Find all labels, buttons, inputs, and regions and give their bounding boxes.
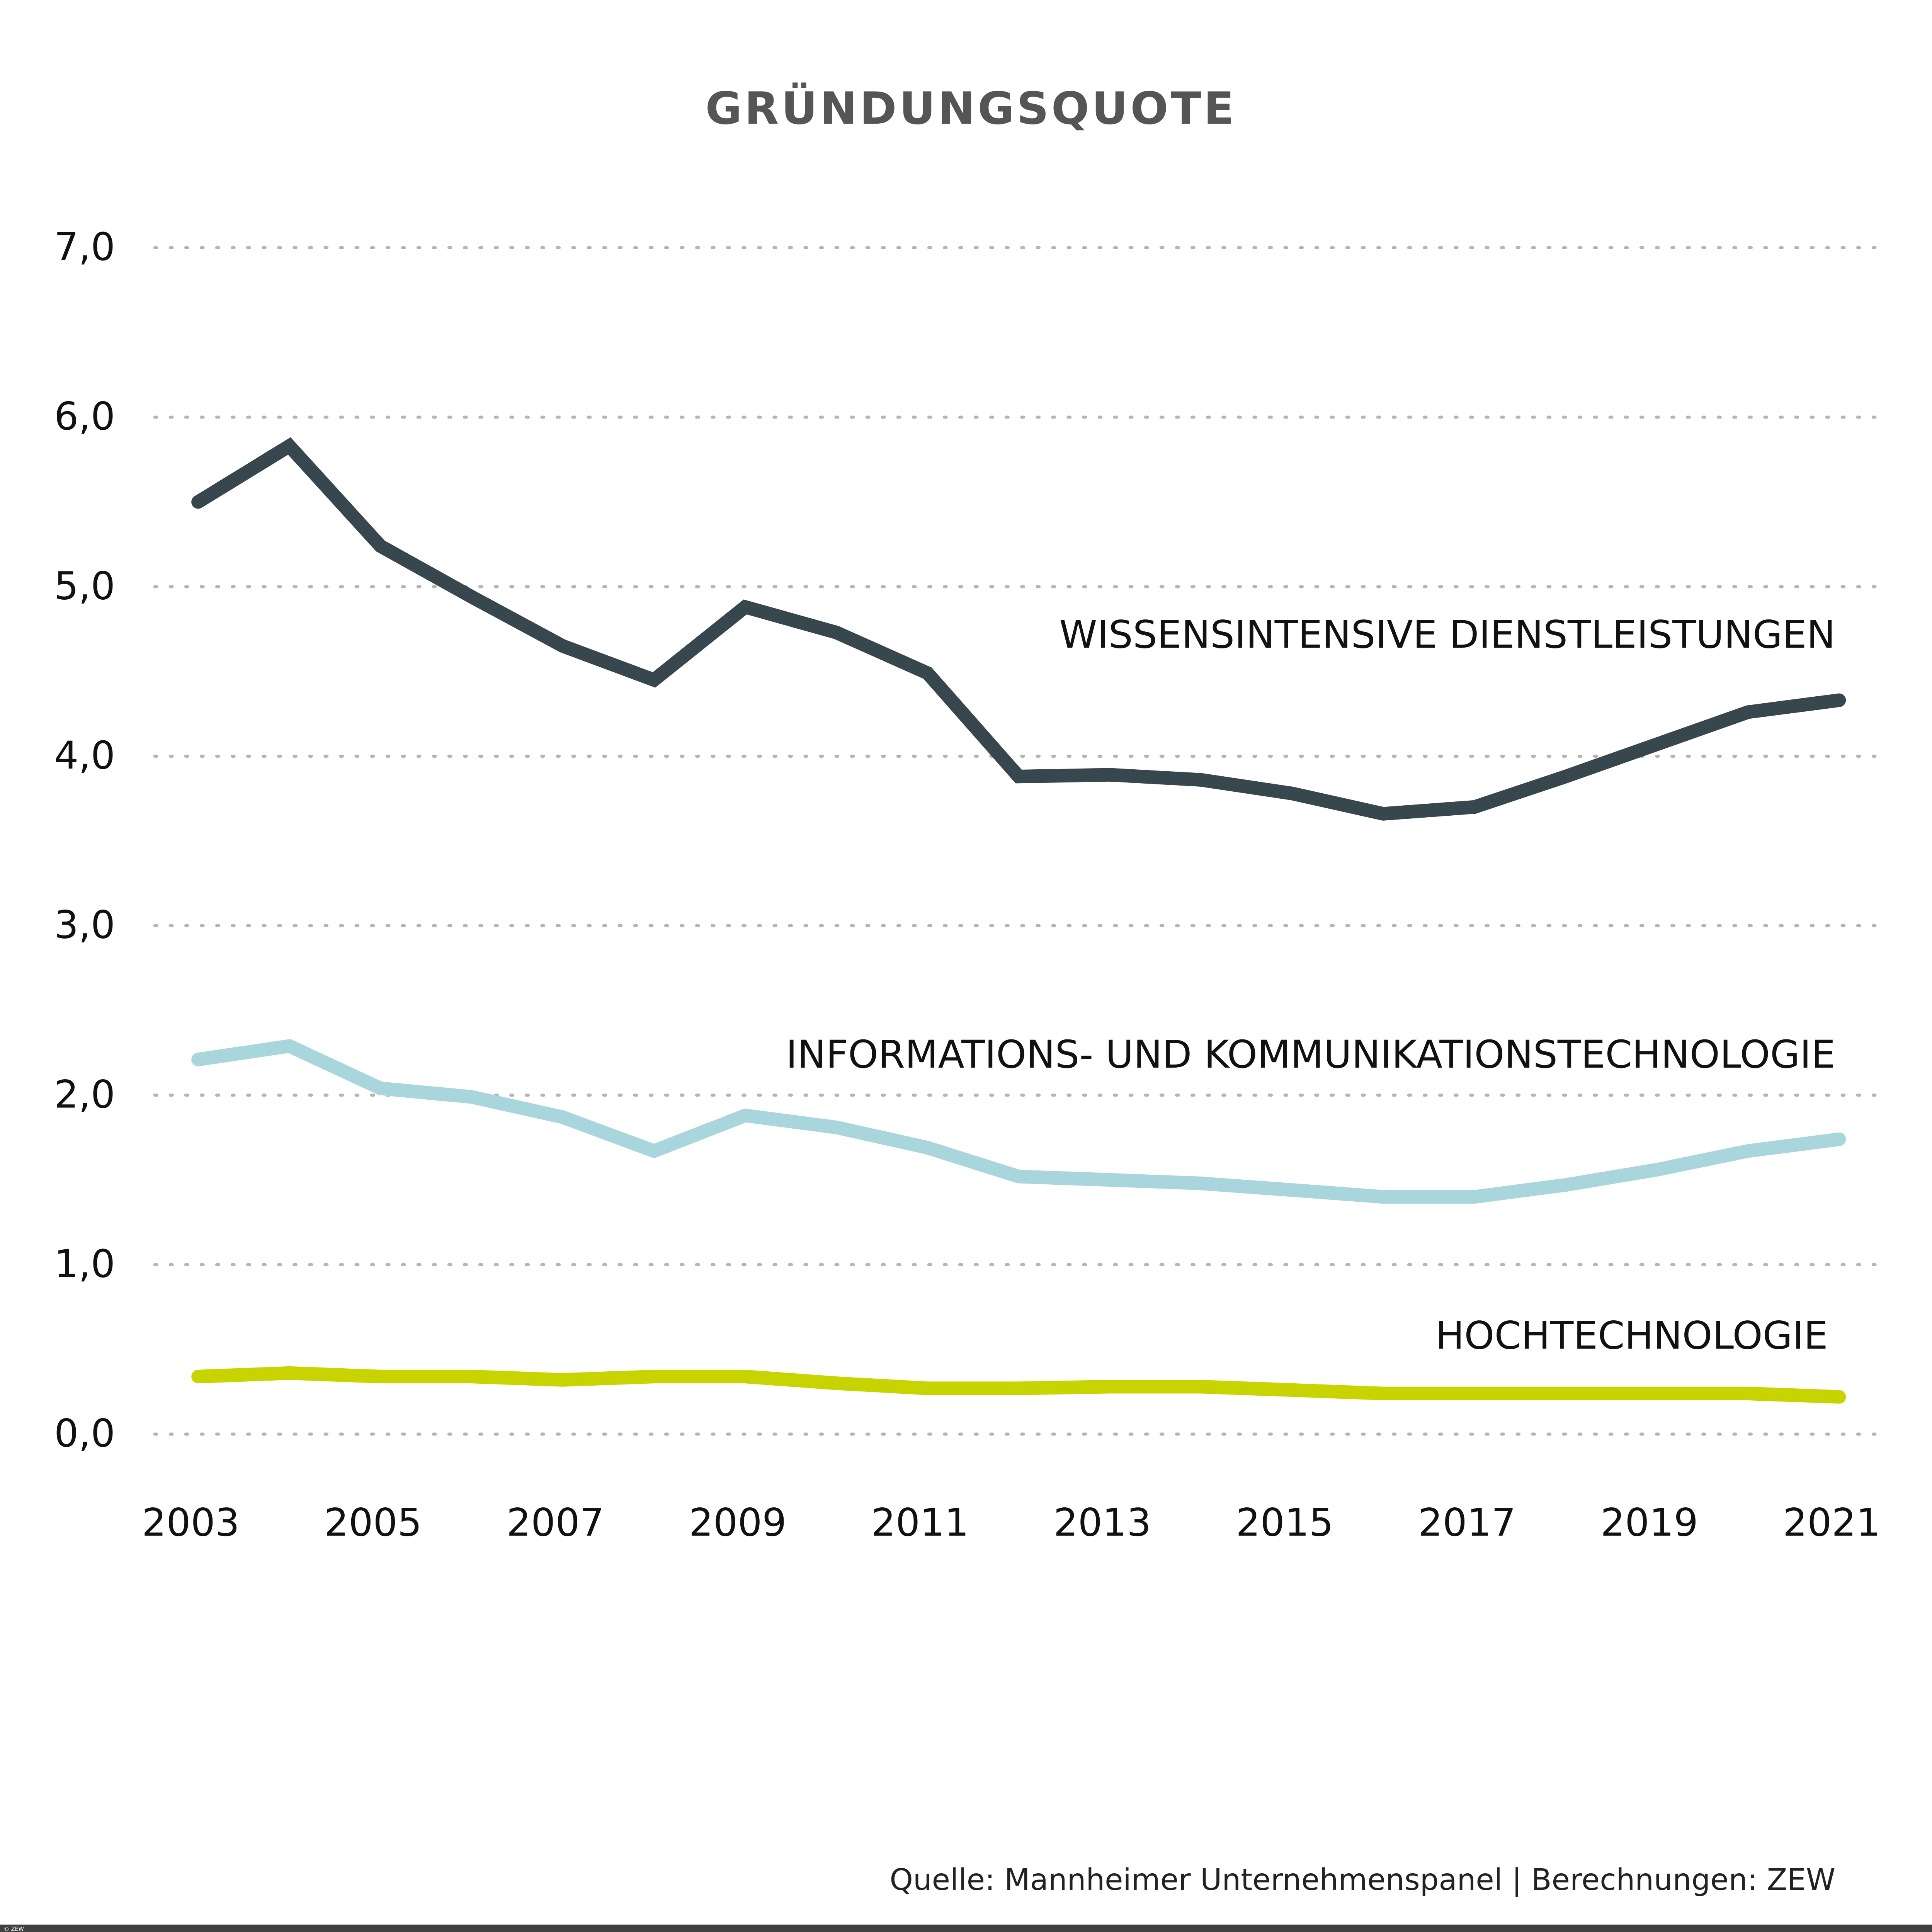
y-tick-label: 2,0 [54, 1072, 115, 1117]
x-axis: 2003 2005 2007 2009 2011 2013 2015 2017 2019 2021 [142, 1500, 1881, 1545]
y-tick-label: 3,0 [54, 903, 115, 947]
chart-title: GRÜNDUNGSQUOTE [705, 83, 1236, 135]
y-tick-label: 6,0 [54, 395, 115, 439]
x-tick-label: 2009 [689, 1500, 787, 1545]
series-label-wissensintensive: WISSENSINTENSIVE DIENSTLEISTUNGEN [1059, 612, 1835, 657]
y-tick-label: 0,0 [54, 1412, 115, 1456]
series-lines [191, 437, 1846, 1404]
series-label-ikt: INFORMATIONS- UND KOMMUNIKATIONSTECHNOLO… [786, 1032, 1835, 1077]
copyright: © ZEW [4, 1926, 24, 1932]
grid-lines [153, 246, 1878, 1436]
x-tick-label: 2003 [142, 1500, 240, 1545]
x-tick-label: 2019 [1600, 1500, 1698, 1545]
x-tick-label: 2007 [507, 1500, 604, 1545]
series-line-1 [191, 1039, 1846, 1204]
x-tick-label: 2013 [1054, 1500, 1151, 1545]
y-tick-label: 1,0 [54, 1242, 115, 1286]
y-tick-label: 5,0 [54, 564, 115, 608]
x-tick-label: 2015 [1236, 1500, 1333, 1545]
series-line-2 [191, 1366, 1846, 1404]
y-axis: 0,0 1,0 2,0 3,0 4,0 5,0 6,0 7,0 [54, 225, 115, 1456]
series-line-0 [191, 437, 1846, 821]
x-tick-label: 2017 [1418, 1500, 1516, 1545]
x-tick-label: 2021 [1783, 1500, 1881, 1545]
footer-bar [0, 1924, 1932, 1932]
y-tick-label: 4,0 [54, 733, 115, 778]
y-tick-label: 7,0 [54, 225, 115, 269]
source-note: Quelle: Mannheimer Unternehmenspanel | B… [889, 1863, 1835, 1897]
series-label-hochtechnologie: HOCHTECHNOLOGIE [1435, 1313, 1828, 1358]
x-tick-label: 2005 [324, 1500, 422, 1545]
x-tick-label: 2011 [871, 1500, 969, 1545]
